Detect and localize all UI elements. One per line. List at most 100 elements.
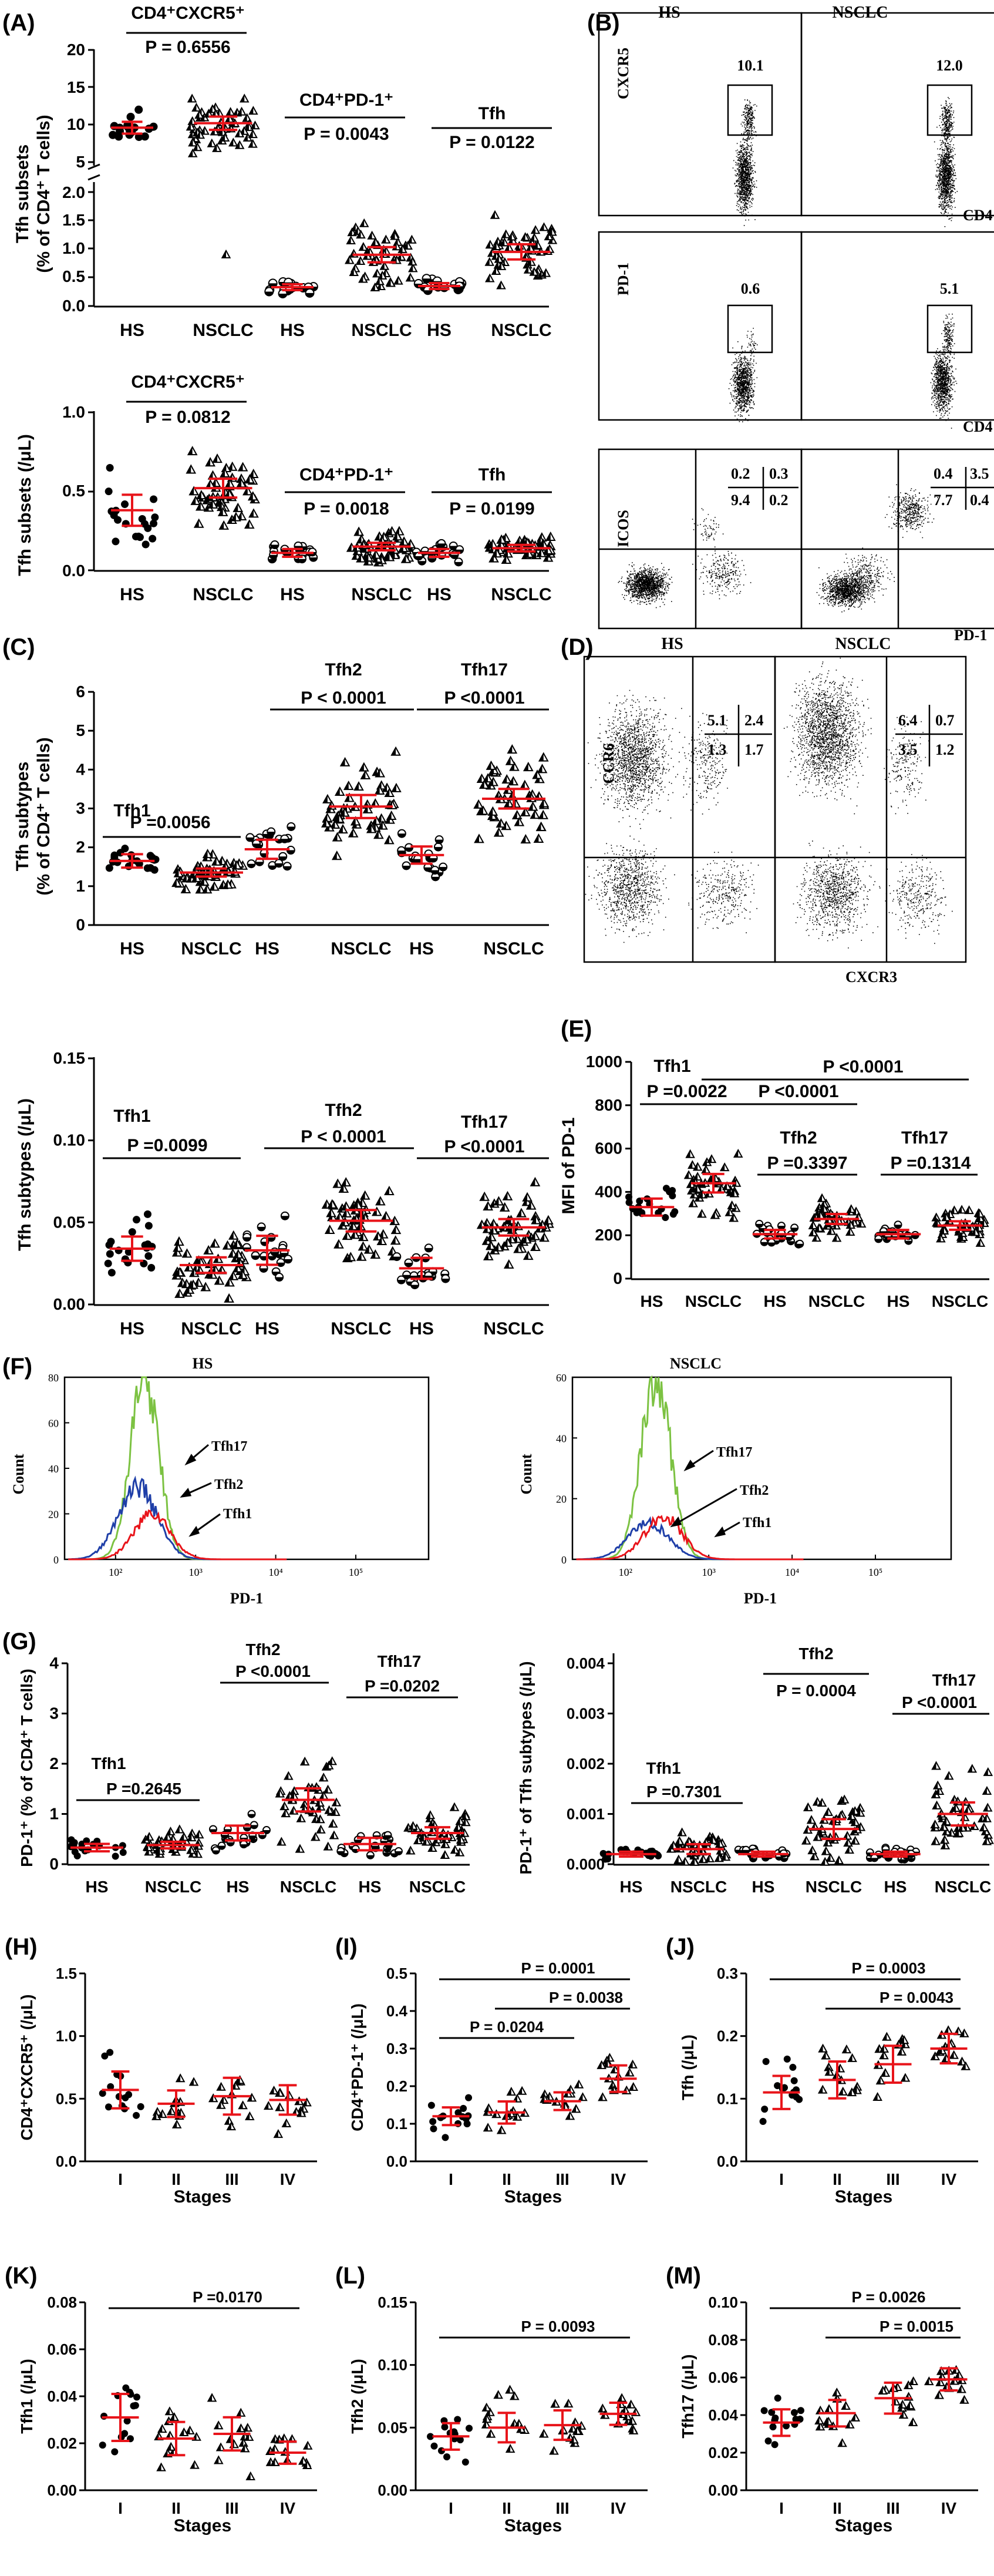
data-point-fill — [385, 789, 390, 797]
xlabel-hs: HS — [427, 321, 451, 340]
data-point-fill — [217, 2443, 221, 2451]
comp-label: Tfh2 — [325, 660, 362, 680]
data-point-fill — [686, 1150, 690, 1158]
data-point — [128, 1228, 136, 1236]
histogram-title-hs: HS — [193, 1355, 213, 1372]
data-point-fill — [510, 2420, 515, 2427]
p-value: P =0.7301 — [646, 1783, 722, 1801]
data-point-fill — [238, 1270, 243, 1279]
histogram-box-hs — [63, 1376, 430, 1561]
xlabel: HS — [641, 1292, 663, 1310]
data-point — [443, 2453, 451, 2461]
data-point-fill — [537, 549, 541, 557]
data-point-fill — [391, 1236, 396, 1245]
data-point — [137, 2103, 144, 2110]
data-point-fill — [362, 551, 367, 559]
data-point-fill — [326, 1209, 332, 1217]
data-point-fill — [484, 1252, 488, 1260]
data-point-fill — [248, 2094, 252, 2101]
data-point-fill — [276, 1790, 280, 1797]
data-point-fill — [376, 1197, 380, 1205]
data-point-fill — [502, 230, 506, 238]
data-point-fill — [393, 1256, 401, 1261]
data-point-fill — [877, 2077, 881, 2084]
xlabel: NSCLC — [670, 1878, 727, 1896]
y-tick-label: 0.002 — [567, 1755, 605, 1773]
data-point-fill — [730, 1189, 734, 1197]
data-point-fill — [287, 826, 295, 830]
data-point-fill — [352, 543, 358, 551]
data-point-fill — [371, 1845, 379, 1849]
data-point-fill — [192, 873, 197, 882]
data-point-fill — [181, 885, 186, 893]
y-tick-label: 0.1 — [717, 2090, 738, 2107]
x-tick-label: 10⁴ — [785, 1566, 799, 1578]
data-point — [454, 2416, 461, 2423]
data-point-fill — [397, 850, 406, 855]
data-point-fill — [244, 2424, 248, 2432]
data-point-fill — [208, 105, 213, 113]
data-point-fill — [359, 763, 364, 771]
data-point-fill — [368, 231, 372, 239]
data-point — [790, 2409, 798, 2416]
data-point-fill — [629, 2060, 633, 2068]
data-point-fill — [976, 1215, 980, 1222]
gate — [926, 84, 973, 136]
y-tick-label: 600 — [595, 1139, 622, 1158]
data-point-fill — [517, 1209, 521, 1217]
data-point-fill — [575, 2080, 579, 2088]
data-point-fill — [225, 479, 230, 487]
data-point-fill — [276, 2103, 280, 2111]
data-point-fill — [723, 1182, 727, 1190]
data-point-fill — [601, 2411, 605, 2419]
data-point-fill — [250, 495, 255, 503]
ytick-20: 20 — [67, 41, 85, 59]
panel-letter-a: (A) — [2, 10, 35, 36]
p-value: P = 0.0003 — [851, 1959, 925, 1977]
data-point-fill — [265, 291, 274, 296]
comp-label: Tfh — [479, 465, 506, 485]
data-point-fill — [706, 1854, 710, 1862]
data-point-fill — [824, 1808, 828, 1815]
x-tick-label: IV — [941, 2170, 957, 2188]
data-point-fill — [332, 1798, 336, 1806]
quadrant-value: 0.4 — [970, 492, 989, 509]
data-point — [427, 2433, 434, 2440]
stage-panels: (H)CD4⁺CXCR5⁺ (/μL)0.00.51.01.5I II III IVS… — [5, 1934, 978, 2535]
data-point-fill — [173, 865, 178, 873]
data-point-fill — [959, 1233, 963, 1240]
data-points-e — [625, 1148, 989, 1249]
data-point-fill — [960, 2396, 965, 2403]
y-tick-label: 0.2 — [717, 2027, 738, 2045]
data-point — [430, 2125, 437, 2133]
p-value: P < 0.0001 — [301, 688, 386, 708]
x-tick-label: II — [833, 2170, 842, 2188]
ylabel-a-top-1: Tfh subsets — [13, 144, 32, 243]
event-cloud — [793, 840, 878, 949]
comp-label: Tfh2 — [325, 1101, 362, 1120]
data-point-fill — [230, 859, 234, 867]
data-point-fill — [237, 2409, 241, 2416]
data-point-fill — [483, 2415, 487, 2423]
data-point-fill — [983, 1837, 987, 1845]
data-point-fill — [484, 1202, 488, 1210]
data-point — [149, 534, 157, 543]
y-tick-label: 0.15 — [378, 2293, 407, 2311]
data-point-fill — [488, 249, 493, 257]
data-point-fill — [730, 1214, 734, 1222]
data-point-fill — [312, 1815, 316, 1822]
data-points-c-bottom — [104, 1176, 554, 1303]
data-point-fill — [950, 2051, 954, 2059]
data-point-fill — [373, 1232, 378, 1240]
data-point-fill — [669, 1841, 674, 1849]
data-point-fill — [386, 279, 391, 287]
data-point-fill — [848, 2089, 852, 2096]
data-point-fill — [269, 554, 278, 559]
quadrant-value: 0.4 — [934, 465, 953, 482]
data-point-fill — [882, 2033, 887, 2040]
p-value: P = 0.0026 — [851, 2288, 925, 2306]
data-point-fill — [428, 1819, 433, 1827]
ytick-0.0: 0.0 — [62, 297, 85, 315]
data-point-fill — [236, 2076, 240, 2084]
data-point-fill — [494, 2391, 498, 2399]
